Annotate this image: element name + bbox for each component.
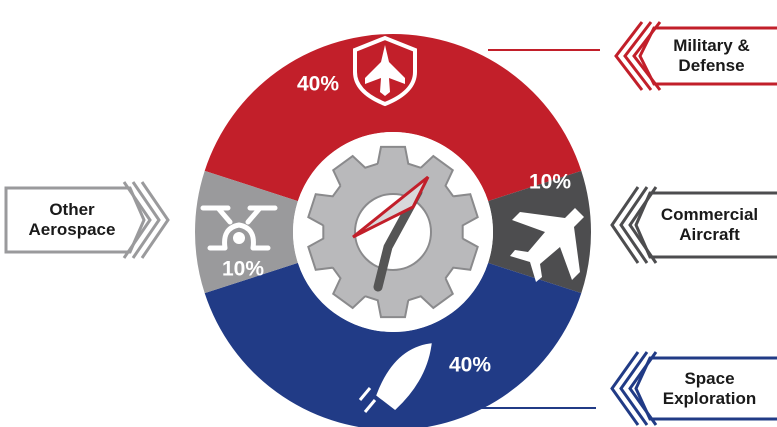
infographic: 40% 10% 40% 10% Military & Defense Commercia…: [0, 0, 777, 427]
category-label: Military & Defense: [650, 28, 773, 84]
chevron: [612, 187, 638, 263]
category-label: Space Exploration: [646, 358, 773, 419]
chevron: [142, 182, 168, 258]
drone-eye: [233, 232, 245, 244]
percent-label: 10%: [529, 171, 571, 194]
percent-label: 40%: [449, 354, 491, 377]
percent-label: 40%: [297, 73, 339, 96]
gear-icon: [308, 147, 477, 317]
chevron: [612, 352, 638, 425]
category-label: Other Aerospace: [10, 188, 134, 252]
percent-label: 10%: [222, 258, 264, 281]
chevron: [616, 22, 642, 90]
category-label: Commercial Aircraft: [646, 193, 773, 257]
